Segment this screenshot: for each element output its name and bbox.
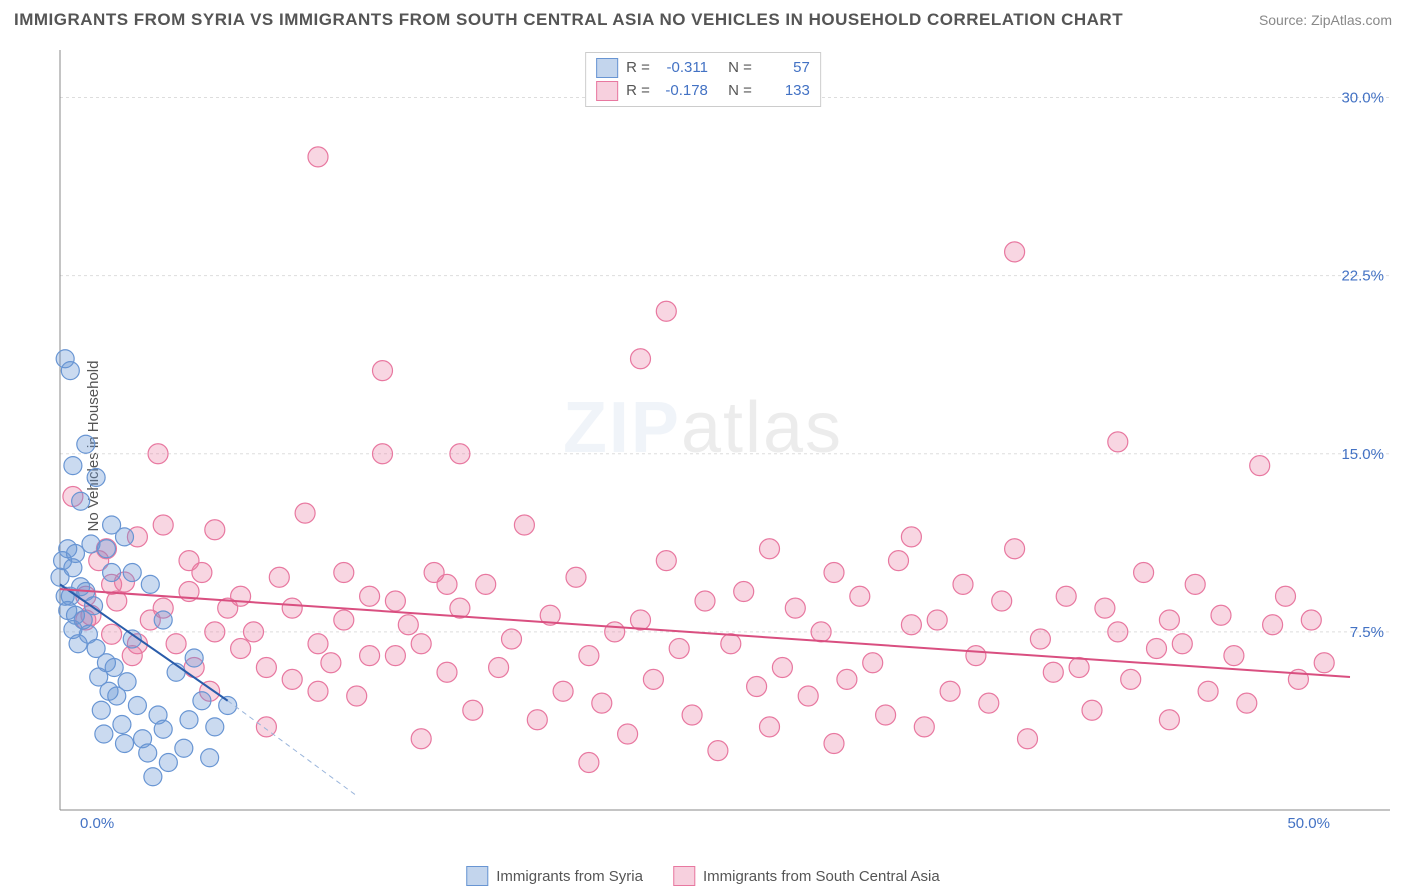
legend-label-syria: Immigrants from Syria [496, 868, 643, 885]
chart-plot-area: 7.5% 15.0% 22.5% 30.0% 0.0% 50.0% [50, 50, 1390, 830]
svg-text:0.0%: 0.0% [80, 815, 114, 830]
legend-r-label: R = [626, 57, 650, 80]
svg-text:30.0%: 30.0% [1341, 90, 1384, 107]
legend-n-value: 57 [760, 57, 810, 80]
legend-n-label: N = [728, 57, 752, 80]
legend-swatch-syria [596, 58, 618, 78]
legend-r-value: -0.178 [658, 80, 708, 103]
svg-text:7.5%: 7.5% [1350, 624, 1384, 641]
legend-n-label: N = [728, 80, 752, 103]
legend-swatch-syria [466, 866, 488, 886]
legend-r-label: R = [626, 80, 650, 103]
legend-swatch-sca [596, 81, 618, 101]
legend-item-syria: Immigrants from Syria [466, 866, 643, 886]
svg-text:22.5%: 22.5% [1341, 268, 1384, 285]
legend-row-sca: R = -0.178 N = 133 [596, 80, 810, 103]
svg-text:50.0%: 50.0% [1287, 815, 1330, 830]
legend-r-value: -0.311 [658, 57, 708, 80]
scatter-chart-svg: 7.5% 15.0% 22.5% 30.0% 0.0% 50.0% [50, 50, 1390, 830]
legend-n-value: 133 [760, 80, 810, 103]
legend-label-sca: Immigrants from South Central Asia [703, 868, 940, 885]
legend-swatch-sca [673, 866, 695, 886]
source-attribution: Source: ZipAtlas.com [1259, 12, 1392, 28]
svg-text:15.0%: 15.0% [1341, 446, 1384, 463]
chart-title: IMMIGRANTS FROM SYRIA VS IMMIGRANTS FROM… [14, 10, 1123, 30]
legend-item-sca: Immigrants from South Central Asia [673, 866, 940, 886]
legend-correlation-box: R = -0.311 N = 57 R = -0.178 N = 133 [585, 52, 821, 107]
legend-series: Immigrants from Syria Immigrants from So… [466, 866, 939, 886]
legend-row-syria: R = -0.311 N = 57 [596, 57, 810, 80]
